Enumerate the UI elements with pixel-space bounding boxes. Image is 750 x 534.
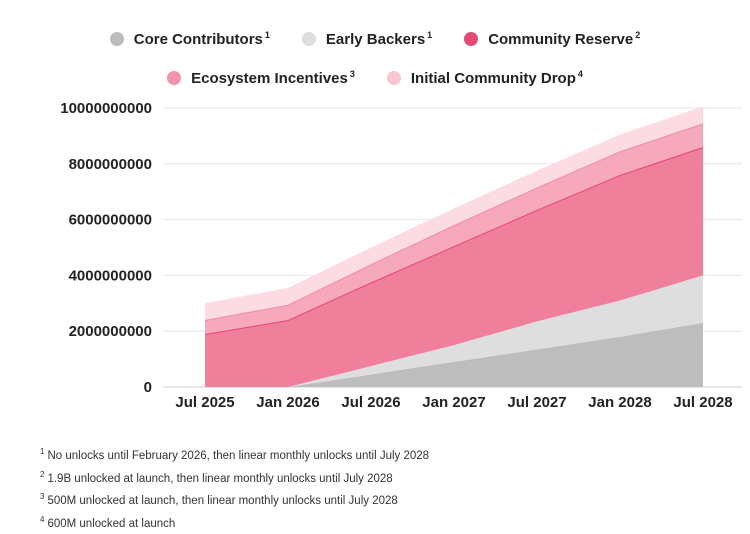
legend-swatch-early-backers [301, 32, 316, 46]
footnote-mark: 1 [40, 447, 45, 456]
footnote-2: 2 1.9B unlocked at launch, then linear mo… [40, 466, 429, 489]
legend-note-community-reserve: 2 [635, 30, 641, 40]
footnote-text: No unlocks until February 2026, then lin… [47, 449, 430, 462]
x-axis-ticks: Jul 2025 Jan 2026 Jul 2026 Jan 2027 Jul 2027… [175, 394, 732, 411]
legend-note-early-backers: 1 [427, 30, 433, 40]
stacked-area-chart: 0 2000000000 4000000000 6000000000 800000000… [60, 100, 742, 411]
legend-swatch-community-reserve [464, 32, 479, 46]
legend-row-2: Ecosystem Incentives 3 Initial Community … [0, 69, 750, 87]
footnote-mark: 3 [40, 492, 45, 502]
legend-note-initial-community-drop: 4 [577, 69, 583, 79]
legend-label-initial-community-drop: Initial Community Drop [410, 70, 576, 87]
legend-label-early-backers: Early Backers [325, 31, 426, 48]
legend-item-ecosystem-incentives[interactable]: Ecosystem Incentives 3 [167, 69, 355, 87]
area-early-backers [205, 275, 703, 387]
footnote-text: 1.9B unlocked at launch, then linear mon… [47, 472, 393, 485]
y-tick-label: 4000000000 [69, 267, 152, 284]
y-tick-label: 0 [144, 379, 152, 396]
y-tick-label: 10000000000 [60, 100, 152, 117]
x-tick-label: Jan 2027 [422, 394, 485, 411]
y-axis-ticks: 0 2000000000 4000000000 6000000000 800000000… [60, 100, 152, 396]
legend-label-community-reserve: Community Reserve [488, 31, 634, 48]
legend-item-early-backers[interactable]: Early Backers 1 [301, 30, 433, 48]
legend-item-community-reserve[interactable]: Community Reserve 2 [464, 30, 640, 48]
legend-item-initial-community-drop[interactable]: Initial Community Drop 4 [386, 69, 583, 87]
legend-swatch-ecosystem-incentives [167, 71, 182, 85]
area-community-reserve [205, 147, 703, 387]
footnote-4: 4 600M unlocked at launch [40, 511, 429, 534]
footnote-text: 500M unlocked at launch, then linear mon… [47, 495, 398, 508]
area-ecosystem-incentives [205, 123, 703, 334]
footnote-mark: 4 [40, 514, 45, 524]
y-tick-label: 2000000000 [69, 323, 152, 340]
footnote-3: 3 500M unlocked at launch, then linear mo… [40, 488, 429, 511]
y-tick-label: 8000000000 [69, 156, 152, 173]
legend-note-ecosystem-incentives: 3 [349, 69, 355, 79]
legend-label-core-contributors: Core Contributors [133, 31, 263, 48]
legend-item-core-contributors[interactable]: Core Contributors 1 [109, 30, 270, 48]
x-tick-label: Jan 2026 [256, 394, 319, 411]
footnotes: 1 No unlocks until February 2026, then li… [40, 443, 429, 534]
legend-note-core-contributors: 1 [264, 30, 270, 40]
area-series [204, 106, 704, 387]
x-tick-label: Jul 2025 [175, 394, 234, 411]
legend-row-1: Core Contributors 1 Early Backers 1 Commun… [0, 30, 750, 48]
footnote-text: 600M unlocked at launch [47, 517, 176, 530]
footnote-1: 1 No unlocks until February 2026, then li… [40, 443, 429, 466]
legend-label-ecosystem-incentives: Ecosystem Incentives [191, 70, 348, 87]
y-tick-label: 6000000000 [69, 212, 152, 229]
area-initial-community-drop [205, 106, 703, 321]
legend-swatch-core-contributors [109, 32, 124, 46]
x-tick-label: Jul 2026 [341, 394, 400, 411]
x-tick-label: Jan 2028 [588, 394, 651, 411]
x-tick-label: Jul 2028 [673, 394, 732, 411]
x-tick-label: Jul 2027 [507, 394, 566, 411]
area-core-contributors [205, 322, 703, 387]
footnote-mark: 2 [40, 469, 45, 479]
legend-swatch-initial-community-drop [386, 71, 401, 85]
